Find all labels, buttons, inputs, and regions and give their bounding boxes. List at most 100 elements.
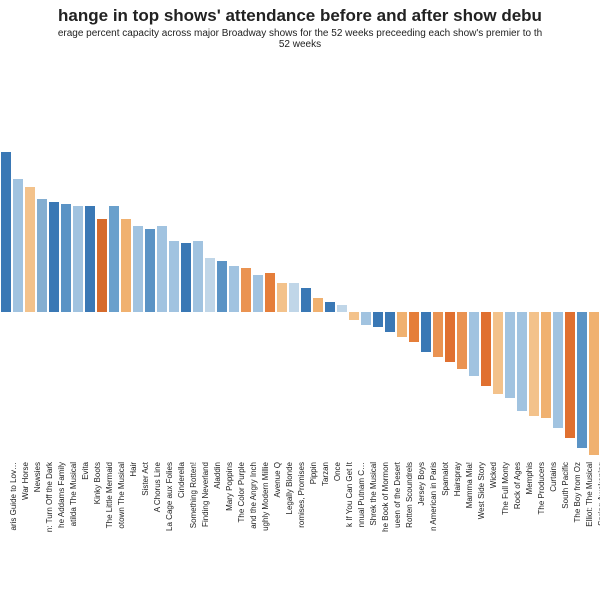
- x-axis-label: Evita: [81, 462, 90, 600]
- bar: [1, 152, 11, 312]
- bar: [37, 199, 47, 312]
- bar: [85, 206, 95, 312]
- x-axis-label: Finding Neverland: [201, 462, 210, 600]
- bar: [301, 288, 311, 313]
- x-axis-label: n American in Paris: [429, 462, 438, 600]
- bar: [325, 302, 335, 312]
- x-axis-label: Sister Act: [141, 462, 150, 600]
- bar: [541, 312, 551, 418]
- bar: [25, 187, 35, 313]
- bar: [589, 312, 599, 455]
- x-axis-label: nnual Putnam C…: [357, 462, 366, 600]
- x-axis-label: South Pacific: [561, 462, 570, 600]
- bar: [505, 312, 515, 398]
- bar: [61, 204, 71, 312]
- bar: [205, 258, 215, 312]
- bar: [373, 312, 383, 327]
- subtitle-line2: 52 weeks: [279, 39, 321, 50]
- bar-chart: aris Guide to Lov…War HorseNewsiesn: Tur…: [0, 140, 600, 600]
- bar: [217, 261, 227, 313]
- x-axis-label: Elliot: The Musical: [585, 462, 594, 600]
- x-axis-label: Hairspray: [453, 462, 462, 600]
- bar: [529, 312, 539, 415]
- x-axis-label: Spamalot: [441, 462, 450, 600]
- x-axis-label: and the Angry Inch: [249, 462, 258, 600]
- bar: [241, 268, 251, 312]
- x-axis-label: Tarzan: [321, 462, 330, 600]
- x-axis-label: The Full Monty: [501, 462, 510, 600]
- bar: [13, 179, 23, 312]
- bar: [253, 275, 263, 312]
- bar: [229, 266, 239, 313]
- bar: [397, 312, 407, 337]
- x-axis-label: Aladdin: [213, 462, 222, 600]
- bar: [313, 298, 323, 313]
- x-axis-label: War Horse: [21, 462, 30, 600]
- bar: [481, 312, 491, 386]
- x-axis-label: Pippin: [309, 462, 318, 600]
- bar: [493, 312, 503, 393]
- x-axis-label: romises, Promises: [297, 462, 306, 600]
- x-axis-label: Wicked: [489, 462, 498, 600]
- x-axis-label: Mary Poppins: [225, 462, 234, 600]
- chart-subtitle: erage percent capacity across major Broa…: [0, 28, 600, 50]
- subtitle-line1: erage percent capacity across major Broa…: [58, 28, 542, 39]
- bar: [181, 243, 191, 312]
- bar: [349, 312, 359, 319]
- x-axis-label: Avenue Q: [273, 462, 282, 600]
- x-axis-label: Legally Blonde: [285, 462, 294, 600]
- bar: [337, 305, 347, 312]
- bar: [409, 312, 419, 342]
- chart-title: hange in top shows' attendance before an…: [0, 6, 600, 26]
- x-axis-label: The Producers: [537, 462, 546, 600]
- x-axis-label: Shrek the Musical: [369, 462, 378, 600]
- bar: [361, 312, 371, 324]
- bar: [169, 241, 179, 312]
- bar: [457, 312, 467, 369]
- x-axis-label: Kinky Boots: [93, 462, 102, 600]
- bar: [553, 312, 563, 428]
- x-axis-label: West Side Story: [477, 462, 486, 600]
- x-axis-label: Jersey Boys: [417, 462, 426, 600]
- x-axis-label: The Color Purple: [237, 462, 246, 600]
- bar: [445, 312, 455, 361]
- bar: [277, 283, 287, 313]
- bar: [193, 241, 203, 312]
- x-axis-label: Rotten Scoundrels: [405, 462, 414, 600]
- bar: [517, 312, 527, 410]
- x-axis-label: n: Turn Off the Dark: [45, 462, 54, 600]
- bar: [565, 312, 575, 438]
- x-axis-label: Newsies: [33, 462, 42, 600]
- bar: [577, 312, 587, 447]
- bar: [133, 226, 143, 312]
- bar: [73, 206, 83, 312]
- bar: [385, 312, 395, 332]
- bar: [157, 226, 167, 312]
- x-axis-label: Cinderella: [177, 462, 186, 600]
- x-axis-label: otown The Musical: [117, 462, 126, 600]
- x-axis-label: aris Guide to Lov…: [9, 462, 18, 600]
- bar: [421, 312, 431, 351]
- x-axis-label: atilda The Musical: [69, 462, 78, 600]
- x-axis-label: Hair: [129, 462, 138, 600]
- x-axis-label: k If You Can Get It: [345, 462, 354, 600]
- x-axis-label: Once: [333, 462, 342, 600]
- bar: [289, 283, 299, 313]
- bar: [433, 312, 443, 356]
- x-axis-label: Something Rotten!: [189, 462, 198, 600]
- bar: [109, 206, 119, 312]
- x-axis-label: The Little Mermaid: [105, 462, 114, 600]
- x-axis-label: he Book of Mormon: [381, 462, 390, 600]
- x-axis-label: Curtains: [549, 462, 558, 600]
- bar: [265, 273, 275, 312]
- x-axis-label: The Boy from Oz: [573, 462, 582, 600]
- bar: [145, 229, 155, 313]
- x-axis-label: ueen of the Desert: [393, 462, 402, 600]
- x-axis-label: La Cage aux Folies: [165, 462, 174, 600]
- x-axis-label: Memphis: [525, 462, 534, 600]
- bar: [49, 202, 59, 313]
- x-axis-label: Rock of Ages: [513, 462, 522, 600]
- bar: [97, 219, 107, 313]
- bar: [469, 312, 479, 376]
- x-axis-label: Mamma Mia!: [465, 462, 474, 600]
